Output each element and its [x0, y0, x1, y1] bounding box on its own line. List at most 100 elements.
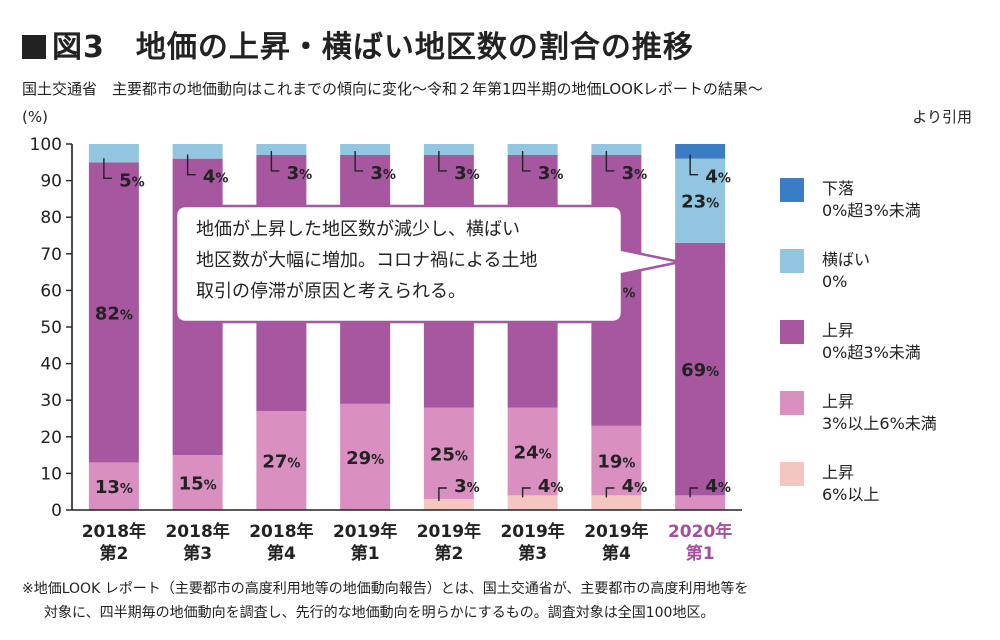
leader-line-6-3: [605, 150, 615, 172]
chart-subtitle-tail: より引用: [912, 108, 972, 126]
title-text: 地価の上昇・横ばい地区数の割合の推移: [135, 30, 694, 65]
bar-segment-0-3: [88, 144, 139, 163]
leader-line-4-0: [438, 487, 447, 502]
legend-label-1-1: 0%: [822, 272, 847, 291]
data-label-4-1: 25%: [430, 444, 468, 465]
y-tick-label-30: 30: [40, 391, 62, 411]
x-label-2-year: 2018年: [249, 521, 313, 542]
y-tick-label-80: 80: [40, 208, 62, 228]
legend-label-2-1: 0%超3%未満: [822, 343, 921, 362]
data-label-0-1: 13%: [95, 477, 133, 498]
legend-label-3-1: 3%以上6%未満: [822, 414, 937, 433]
leader-line-1-3: [186, 154, 196, 176]
data-label-4-3: 3%: [454, 163, 480, 184]
legend-label-0-1: 0%超3%未満: [822, 201, 921, 220]
data-label-7-4: 4%: [705, 167, 731, 188]
y-tick-label-100: 100: [30, 135, 62, 155]
data-label-5-0: 4%: [538, 476, 564, 497]
y-tick-label-20: 20: [40, 428, 62, 448]
legend-label-1-0: 横ばい: [822, 250, 870, 269]
callout-shape: [174, 204, 681, 324]
data-label-7-3: 23%: [681, 192, 719, 213]
bar-segment-4-0: [423, 499, 474, 510]
bar-segment-4-1: [423, 407, 474, 500]
legend-swatch-1: [780, 249, 804, 273]
x-label-7-quarter: 第1: [686, 543, 715, 564]
leader-line-6-0: [605, 487, 615, 498]
data-label-6-3: 3%: [622, 163, 648, 184]
legend-label-2-0: 上昇: [822, 321, 854, 340]
x-label-5-year: 2019年: [500, 521, 564, 542]
chart-subtitle: 国土交通省 主要都市の地価動向はこれまでの傾向に変化〜令和２年第1四半期の地価L…: [22, 80, 763, 98]
leader-line-7-4: [689, 154, 699, 176]
data-label-7-1: 4%: [705, 476, 731, 497]
data-label-2-1: 27%: [262, 452, 300, 473]
data-label-7-2: 69%: [681, 360, 719, 381]
callout-line-3: 取引の停滞が原因と考えられる。: [196, 281, 466, 302]
callout-bubble: [174, 204, 681, 324]
bar-segment-6-1: [591, 425, 642, 496]
data-label-0-2: 82%: [95, 303, 133, 324]
data-label-5-1: 24%: [514, 442, 552, 463]
data-label-1-3: 4%: [203, 167, 229, 188]
bar-segment-3-1: [340, 403, 391, 510]
y-axis-unit: (%): [22, 108, 48, 126]
bar-segment-5-0: [507, 495, 558, 510]
data-label-6-1: 19%: [597, 452, 635, 473]
bar-segment-6-3: [591, 144, 642, 155]
x-label-0-year: 2018年: [82, 521, 146, 542]
callout-line-1: 地価が上昇した地区数が減少し、横ばい: [196, 219, 520, 240]
leader-line-2-3: [270, 150, 280, 172]
y-tick-label-60: 60: [40, 281, 62, 301]
y-tick-label-70: 70: [40, 245, 62, 265]
bar-segment-6-0: [591, 495, 642, 510]
footnote-line-2: 対象に、四半期毎の地価動向を調査し、先行的な地価動向を明らかにするもの。調査対象…: [44, 605, 715, 621]
legend-swatch-4: [780, 462, 804, 486]
callout-text: 地価が上昇した地区数が減少し、横ばい 地区数が大幅に増加。コロナ禍による土地 取…: [196, 214, 616, 307]
bar-segment-0-2: [88, 162, 139, 463]
data-label-6-0: 4%: [622, 476, 648, 497]
legend-label-4-1: 6%以上: [822, 485, 879, 504]
x-label-4-quarter: 第2: [434, 543, 463, 564]
bar-segment-5-3: [507, 144, 558, 155]
title-square-icon: [22, 35, 46, 59]
bar-segment-5-1: [507, 407, 558, 496]
data-label-0-3: 5%: [119, 170, 145, 191]
data-label-3-1: 29%: [346, 448, 384, 469]
legend-label-4-0: 上昇: [822, 463, 854, 482]
x-label-1-year: 2018年: [165, 521, 229, 542]
legend-swatch-3: [780, 391, 804, 415]
bars-layer: 13%82%5%15%81%4%27%70%3%29%68%3%3%25%69%…: [88, 144, 731, 510]
legend-swatch-2: [780, 320, 804, 344]
bar-segment-4-3: [423, 144, 474, 155]
y-tick-label-0: 0: [51, 501, 62, 521]
footnote-line-1: ※地価LOOK レポート（主要都市の高度利用地等の地価動向報告）とは、国土交通省…: [22, 581, 749, 597]
bar-segment-3-3: [340, 144, 391, 155]
data-label-3-3: 3%: [370, 163, 396, 184]
bar-segment-7-2: [675, 242, 726, 496]
data-label-1-1: 15%: [179, 474, 217, 495]
chart-title: 図3 地価の上昇・横ばい地区数の割合の推移: [22, 22, 694, 66]
legend-swatch-0: [780, 178, 804, 202]
leader-line-7-1: [689, 487, 699, 498]
x-label-3-quarter: 第1: [351, 543, 380, 564]
bar-segment-2-1: [256, 411, 307, 510]
bar-segment-2-3: [256, 144, 307, 155]
title-label: 図3: [52, 30, 105, 65]
x-label-3-year: 2019年: [333, 521, 397, 542]
data-label-4-0: 3%: [454, 476, 480, 497]
y-tick-label-90: 90: [40, 172, 62, 192]
x-label-0-quarter: 第2: [99, 543, 128, 564]
data-label-2-3: 3%: [287, 163, 313, 184]
bar-segment-7-3: [675, 158, 726, 243]
bar-segment-7-4: [675, 144, 726, 159]
leader-line-0-3: [103, 158, 112, 179]
legend-label-0-0: 下落: [822, 179, 854, 198]
leader-line-4-3: [438, 150, 447, 172]
x-label-7-year: 2020年: [668, 521, 732, 542]
bar-segment-1-1: [172, 455, 223, 510]
y-tick-label-50: 50: [40, 318, 62, 338]
leader-line-3-3: [354, 150, 364, 172]
data-label-5-3: 3%: [538, 163, 564, 184]
